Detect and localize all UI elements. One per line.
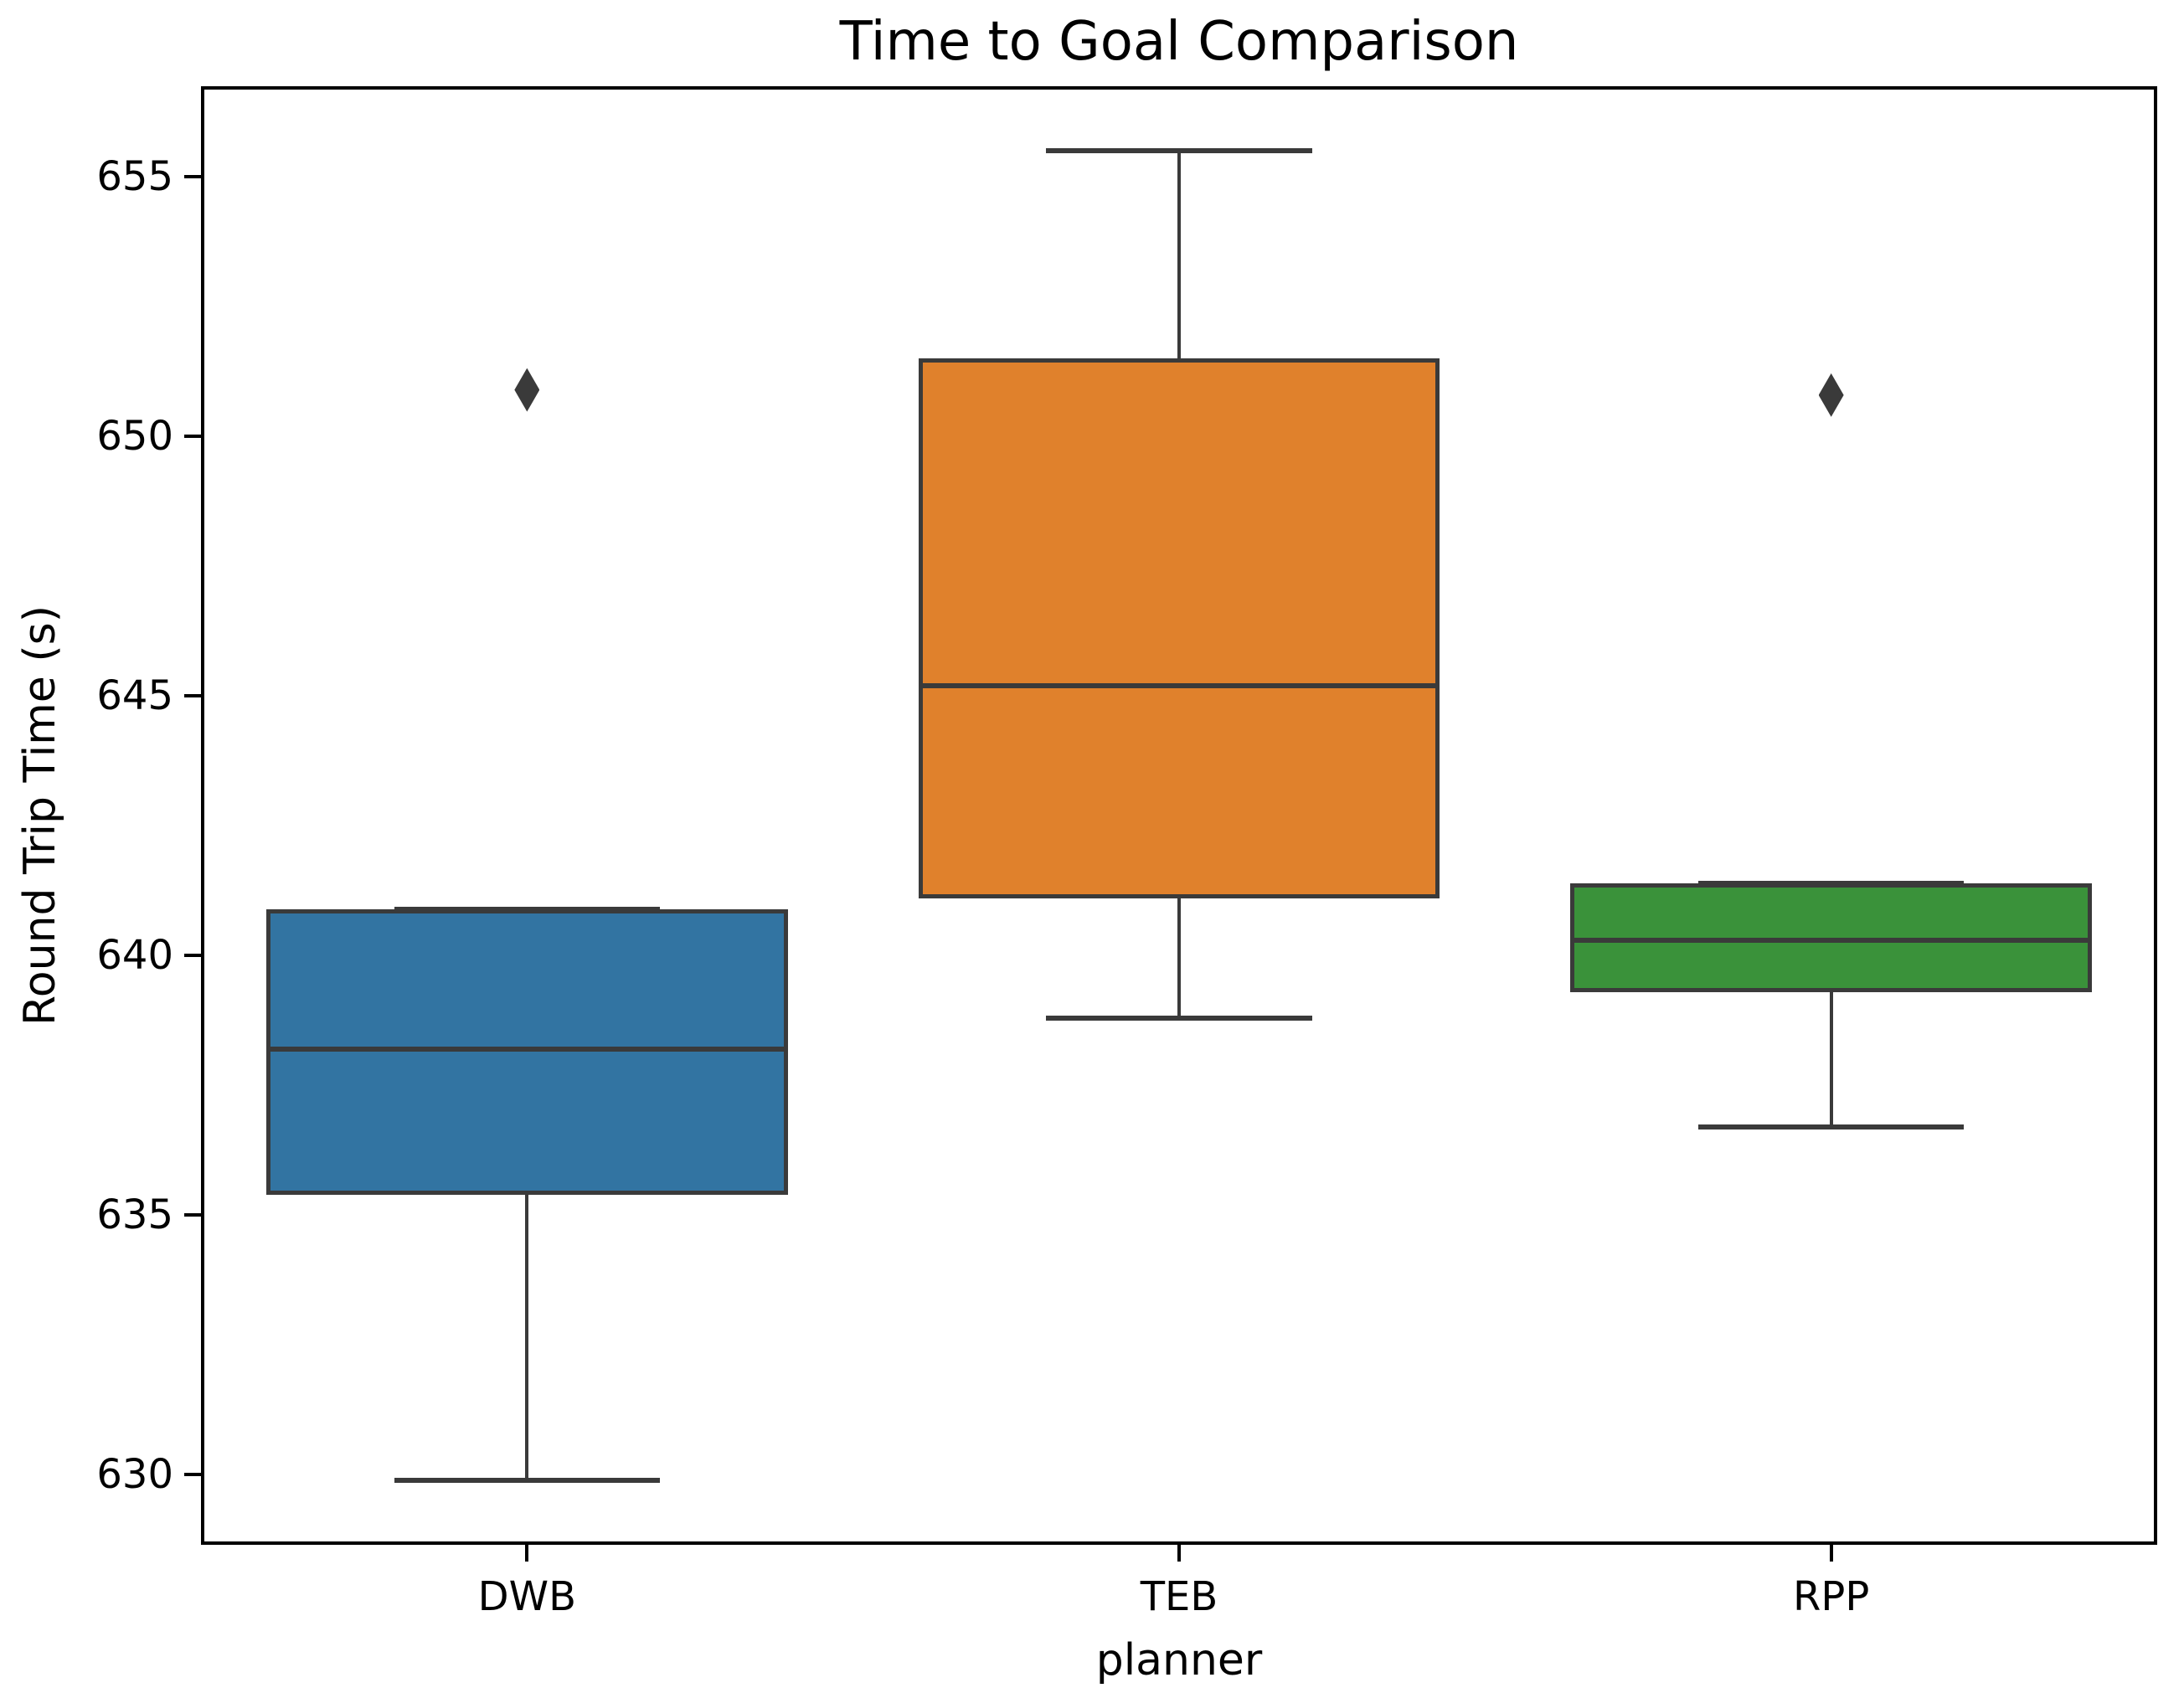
- median-RPP: [1574, 937, 2089, 943]
- y-tick-label-635: 635: [96, 1191, 173, 1239]
- x-axis-label: planner: [1095, 1635, 1263, 1685]
- box-DWB: [265, 908, 788, 1195]
- y-axis-label: Round Trip Time (s): [15, 605, 65, 1026]
- x-tick-TEB: [1177, 1545, 1181, 1562]
- box-TEB: [918, 358, 1440, 899]
- x-tick-label-RPP: RPP: [1793, 1573, 1870, 1620]
- x-tick-label-DWB: DWB: [477, 1573, 576, 1620]
- x-tick-DWB: [525, 1545, 529, 1562]
- y-tick-640: [184, 954, 201, 958]
- y-tick-635: [184, 1213, 201, 1217]
- whisker-RPP: [1829, 883, 1833, 1127]
- y-tick-label-645: 645: [96, 672, 173, 720]
- y-tick-label-655: 655: [96, 153, 173, 201]
- chart-title: Time to Goal Comparison: [839, 11, 1519, 73]
- whisker-DWB: [525, 908, 529, 1480]
- cap-low-DWB: [394, 1477, 661, 1483]
- y-tick-630: [184, 1473, 201, 1477]
- cap-low-TEB: [1046, 1015, 1312, 1021]
- y-tick-label-650: 650: [96, 413, 173, 461]
- box-RPP: [1570, 883, 2093, 992]
- y-tick-645: [184, 694, 201, 698]
- median-TEB: [922, 683, 1436, 689]
- x-tick-RPP: [1829, 1545, 1833, 1562]
- y-tick-label-630: 630: [96, 1451, 173, 1499]
- x-tick-label-TEB: TEB: [1140, 1573, 1218, 1620]
- median-DWB: [270, 1046, 784, 1052]
- y-tick-655: [184, 175, 201, 179]
- cap-high-TEB: [1046, 148, 1312, 154]
- y-tick-650: [184, 435, 201, 439]
- cap-low-RPP: [1697, 1124, 1965, 1130]
- y-tick-label-640: 640: [96, 932, 173, 980]
